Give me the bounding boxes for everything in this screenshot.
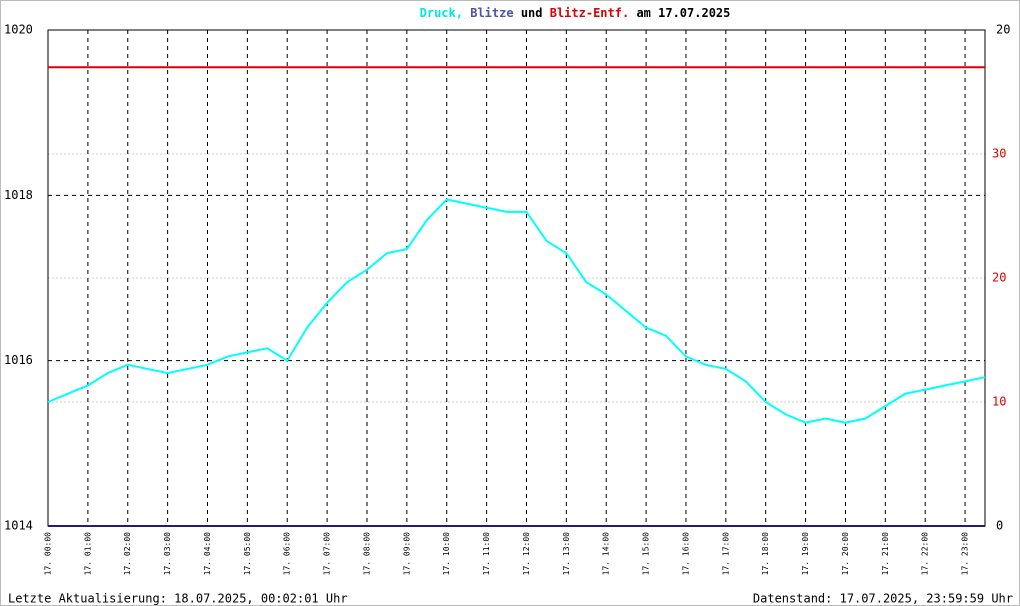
x-tick-label: 17. 09:00 (402, 532, 411, 576)
x-tick-label: 17. 23:00 (961, 532, 970, 576)
x-tick-label: 17. 19:00 (801, 532, 810, 576)
y3-tick-label: 20 (992, 271, 1006, 285)
title-part: Blitz-Entf. (550, 6, 629, 20)
y-tick-label: 1020 (4, 23, 33, 37)
series-line (47, 198, 986, 424)
title-part: Druck, (420, 6, 463, 20)
x-tick-label: 17. 00:00 (44, 532, 53, 576)
x-tick-label: 17. 06:00 (283, 532, 292, 576)
x-tick-label: 17. 02:00 (123, 532, 132, 576)
x-tick-label: 17. 13:00 (562, 532, 571, 576)
x-tick-label: 17. 12:00 (522, 532, 531, 576)
x-tick-label: 17. 21:00 (881, 532, 890, 576)
y-tick-label: 1014 (4, 519, 33, 533)
footer-right: Datenstand: 17.07.2025, 23:59:59 Uhr (753, 592, 1013, 606)
x-tick-label: 17. 11:00 (482, 532, 491, 576)
x-tick-label: 17. 05:00 (243, 532, 252, 576)
chart-title: Druck, Blitze und Blitz-Entf. am 17.07.2… (420, 6, 731, 20)
x-tick-label: 17. 16:00 (681, 532, 690, 576)
x-tick-label: 17. 08:00 (362, 532, 371, 576)
x-tick-label: 17. 14:00 (602, 532, 611, 576)
y3-tick-label: 10 (992, 395, 1006, 409)
x-tick-label: 17. 22:00 (921, 532, 930, 576)
title-part: am 17.07.2025 (636, 6, 730, 20)
x-tick-label: 17. 18:00 (761, 532, 770, 576)
footer-left: Letzte Aktualisierung: 18.07.2025, 00:02… (8, 592, 348, 606)
x-tick-label: 17. 01:00 (83, 532, 92, 576)
x-tick-label: 17. 15:00 (642, 532, 651, 576)
x-tick-label: 17. 20:00 (841, 532, 850, 576)
x-tick-label: 17. 03:00 (163, 532, 172, 576)
title-part: und (521, 6, 543, 20)
y-tick-label: 1018 (4, 188, 33, 202)
y-tick-label: 1016 (4, 353, 33, 367)
x-tick-label: 17. 04:00 (203, 532, 212, 576)
x-tick-label: 17. 10:00 (442, 532, 451, 576)
y3-tick-label: 30 (992, 147, 1006, 161)
title-part: Blitze (470, 6, 513, 20)
x-tick-label: 17. 17:00 (721, 532, 730, 576)
y2-tick-label: 0 (996, 519, 1003, 533)
y2-tick-label: 20 (996, 23, 1010, 37)
x-tick-label: 17. 07:00 (323, 532, 332, 576)
